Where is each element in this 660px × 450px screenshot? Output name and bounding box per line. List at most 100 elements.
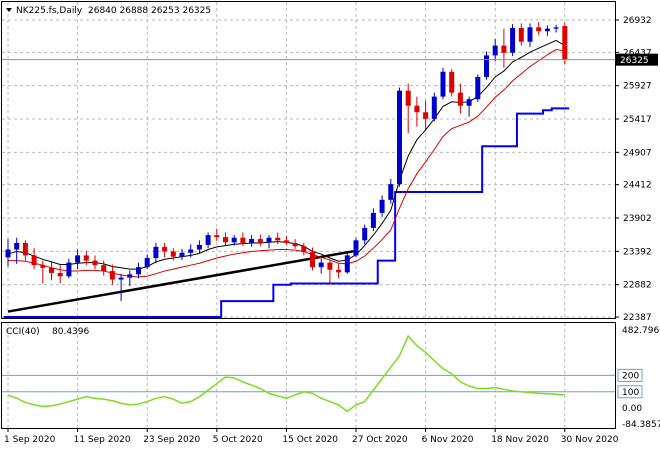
candle-body xyxy=(562,26,568,60)
candle-body xyxy=(153,246,159,258)
time-tick-label: 6 Nov 2020 xyxy=(422,435,474,445)
price-tick-label: 25927 xyxy=(623,82,652,92)
trendline xyxy=(7,249,357,313)
candle-body xyxy=(449,71,455,93)
candle-body xyxy=(75,255,81,263)
candle-body xyxy=(205,235,211,245)
candle-body xyxy=(362,227,368,241)
candle-body xyxy=(223,237,228,243)
time-tick-label: 11 Sep 2020 xyxy=(74,435,131,445)
candle-body xyxy=(83,255,89,261)
trendline-layer xyxy=(7,249,357,313)
candle-body xyxy=(466,99,472,106)
cci-axis: 482.7966 200 100 0.00 -84.3857 xyxy=(617,326,660,430)
cci-tick-label: 100 xyxy=(622,388,639,398)
candle-body xyxy=(388,184,394,200)
candle-body xyxy=(518,27,524,42)
candle-body xyxy=(318,262,324,268)
time-tick-label: 30 Nov 2020 xyxy=(561,435,619,445)
candle-body xyxy=(336,269,342,273)
candle-body xyxy=(109,271,115,280)
candle-body xyxy=(423,112,429,119)
cci-tick-label: -84.3857 xyxy=(622,420,660,430)
candle-body xyxy=(214,235,220,238)
candle-body xyxy=(127,274,133,278)
price-pane: 26932 26437 25927 25417 24907 24412 23902 23392… xyxy=(1,1,658,323)
candle-body xyxy=(101,265,107,272)
candle-body xyxy=(414,105,420,113)
price-tick-label: 24907 xyxy=(623,148,652,158)
candle-body xyxy=(240,237,246,243)
candle-body xyxy=(136,267,141,275)
candle-body xyxy=(5,249,11,258)
candle-body xyxy=(283,240,289,243)
cci-header: CCI(40) 80.4396 xyxy=(6,327,89,337)
candle-body xyxy=(440,71,446,97)
candle-body xyxy=(397,90,402,185)
candle-body xyxy=(475,76,481,100)
cci-tick-label: 0.00 xyxy=(622,404,642,414)
last-price-tag xyxy=(616,53,658,66)
candle-body xyxy=(266,237,272,243)
candle-body xyxy=(49,267,54,274)
time-tick-label: 1 Sep 2020 xyxy=(4,435,56,445)
cci-pane-border xyxy=(1,322,616,429)
candle-body xyxy=(344,255,350,273)
candle-body xyxy=(292,242,298,247)
candle-body xyxy=(162,246,168,252)
time-tick-label: 23 Sep 2020 xyxy=(143,435,200,445)
candle-body xyxy=(22,242,28,256)
time-axis: 1 Sep 2020 11 Sep 2020 23 Sep 2020 5 Oct 20… xyxy=(4,428,619,445)
channel-low-line xyxy=(3,107,570,318)
price-tick-label: 25417 xyxy=(623,115,652,125)
cci-value-label: 80.4396 xyxy=(52,327,89,337)
price-tick-label: 23902 xyxy=(623,214,652,224)
price-header: NK225.fs,Daily 26840 26888 26253 26325 xyxy=(6,6,211,16)
candle-body xyxy=(370,212,376,228)
candle-body xyxy=(249,239,255,243)
candle-body xyxy=(14,242,20,250)
candle-body xyxy=(379,199,385,213)
candle-body xyxy=(405,90,411,106)
candle-body xyxy=(553,27,559,29)
cci-name-label: CCI(40) xyxy=(6,327,40,337)
candle-body xyxy=(510,27,516,53)
price-tick-label: 24412 xyxy=(623,181,652,191)
candle-body xyxy=(431,96,437,119)
collapse-triangle-icon[interactable] xyxy=(6,8,12,12)
last-price-label: 26325 xyxy=(620,56,649,66)
time-tick-label: 5 Oct 2020 xyxy=(213,435,263,445)
time-tick-label: 27 Oct 2020 xyxy=(352,435,408,445)
candle-body xyxy=(301,246,307,253)
candle-body xyxy=(57,273,63,277)
ema-slow-line xyxy=(8,49,565,278)
candle-body xyxy=(527,27,533,42)
price-tick-label: 26437 xyxy=(623,48,652,58)
price-grid xyxy=(2,2,615,318)
price-pane-border xyxy=(1,1,616,319)
candle-body xyxy=(118,277,124,280)
price-tick-label: 22387 xyxy=(623,313,652,323)
candle-body xyxy=(536,27,542,32)
candle-body xyxy=(144,257,150,268)
candle-body xyxy=(353,240,359,256)
candle-body xyxy=(40,265,46,268)
cci-level-tag xyxy=(617,368,643,382)
candle-body xyxy=(66,262,72,277)
cci-tick-label: 200 xyxy=(622,371,639,381)
candle-body xyxy=(492,45,498,56)
candle-body xyxy=(31,255,37,266)
price-tick-label: 26932 xyxy=(623,16,652,26)
candle-body xyxy=(170,251,176,257)
candle-body xyxy=(196,244,202,250)
candles-layer xyxy=(5,22,568,302)
candle-body xyxy=(544,28,550,32)
candle-body xyxy=(188,249,194,253)
channel-low-layer xyxy=(3,107,570,318)
cci-line-layer xyxy=(7,334,565,413)
candle-body xyxy=(457,92,463,106)
candle-body xyxy=(275,237,281,241)
candle-body xyxy=(484,55,489,77)
